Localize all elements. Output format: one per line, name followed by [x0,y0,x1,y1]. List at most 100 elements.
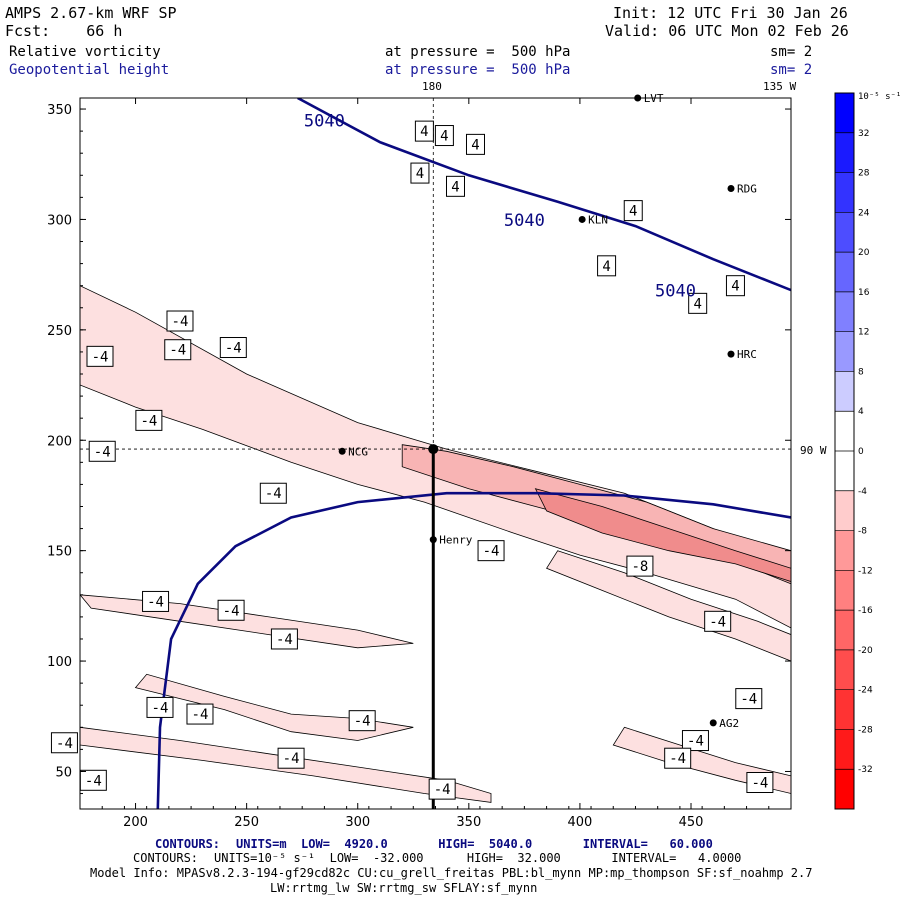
colorbar-segment-5 [835,291,854,333]
vorticity-label-text: 4 [440,129,448,145]
colorbar-segment-9 [835,451,854,492]
vorticity-label-box [348,710,376,732]
station-label-ncg: NCG [348,445,368,458]
vorticity-label-30: -4 [79,769,107,791]
vorticity-label-text: -4 [94,444,111,460]
vorticity-label-text: -4 [740,692,757,708]
x-tick-label-200: 200 [123,815,148,830]
vorticity-label-32: -4 [428,778,456,800]
colorbar-label-0: 32 [858,129,869,139]
vorticity-label-text: -8 [631,559,648,575]
init-time: Init: 12 UTC Fri 30 Jan 26 [613,4,848,22]
station-label-rdg: RDG [737,183,757,196]
vorticity-label-8: 4 [688,292,708,314]
vorticity-label-box [277,747,305,769]
vorticity-label-box [217,599,245,621]
colorbar-segment-7 [835,371,854,412]
footer-contours-vort-label: CONTOURS: [133,851,199,865]
colorbar-segment-11 [835,530,854,571]
vorticity-label-text: 4 [693,296,701,312]
vorticity-label-3: 4 [410,162,430,184]
vorticity-label-text: -4 [709,614,726,630]
vorticity-label-12: -4 [86,345,114,367]
vorticity-label-9: -4 [166,310,194,332]
vorticity-label-box [259,482,287,504]
vorticity-label-21: -4 [704,610,732,632]
vorticity-label-20: -4 [270,628,298,650]
station-label-henry: Henry [439,534,472,547]
colorbar-label-16: -32 [858,765,873,775]
vorticity-label-text: -4 [147,594,164,610]
vorticity-label-text: -4 [152,700,169,716]
height-contours [156,98,791,809]
crosshair [80,98,791,809]
x-tick-label-450: 450 [679,815,704,830]
vorticity-label-box [704,610,732,632]
y-tick-label-350: 350 [47,103,72,118]
vorticity-band-5 [134,673,414,741]
colorbar-segment-13 [835,610,854,651]
colorbar-label-7: 4 [858,407,864,417]
vorticity-label-text: -4 [751,776,768,792]
vorticity-label-box [410,162,430,184]
vorticity-label-text: -4 [265,486,282,502]
vorticity-label-text: -4 [354,714,371,730]
vorticity-label-box [88,440,116,462]
footer-contours-height-label: CONTOURS: [155,837,221,851]
colorbar-segment-14 [835,649,854,691]
vorticity-label-text: -4 [172,314,189,330]
y-tick-label-300: 300 [47,213,72,228]
vorticity-label-box [146,696,174,718]
colorbar-segment-6 [835,331,854,372]
top-lon-label-180: 180 [422,80,442,93]
vorticity-label-25: -4 [348,710,376,732]
valid-time: Valid: 06 UTC Mon 02 Feb 26 [605,22,849,40]
vorticity-label-15: -4 [259,482,287,504]
vorticity-band-2 [534,488,791,583]
vorticity-label-14: -4 [88,440,116,462]
vorticity-label-box [414,120,434,142]
field1-name: Relative vorticity [9,44,161,60]
colorbar-label-8: 0 [858,447,864,457]
vorticity-label-13: -4 [135,409,163,431]
vorticity-label-6: 4 [597,255,617,277]
colorbar-label-14: -24 [858,686,873,696]
vorticity-label-text: -4 [56,736,73,752]
vorticity-label-text: -4 [169,343,186,359]
colorbar-segment-2 [835,172,854,213]
colorbar-label-13: -20 [858,646,873,656]
vorticity-label-1: 4 [434,125,454,147]
station-dot-kln [578,215,586,223]
y-tick-label-150: 150 [47,545,72,560]
station-dot-rdg [727,185,735,193]
vorticity-label-text: -4 [283,751,300,767]
vorticity-label-31: -4 [746,772,774,794]
vorticity-label-text: 4 [451,179,459,195]
vorticity-shading [80,285,791,803]
vorticity-label-box [219,337,247,359]
vorticity-label-box [186,703,214,725]
vorticity-label-18: -4 [142,590,170,612]
vorticity-label-box [623,200,643,222]
vorticity-label-text: 4 [420,124,428,140]
top-lon-label-135w: 135 W [763,80,797,93]
vorticity-label-text: -4 [434,782,451,798]
vorticity-label-box [428,778,456,800]
colorbar-segment-15 [835,689,854,730]
colorbar-segment-12 [835,570,854,611]
vorticity-label-box [434,125,454,147]
colorbar: 32 28 24 20 16 12 8 4 0 -4 -8 -12 -16 -20 -24 -28 -32 [834,92,873,810]
vorticity-label-box [465,133,485,155]
vorticity-band-6 [546,550,791,662]
height-contour-0 [297,98,791,292]
vorticity-label-box [681,730,709,752]
vorticity-label-text: -4 [225,341,242,357]
vorticity-label-box [142,590,170,612]
station-dot-hrc [727,350,735,358]
y-tick-label-100: 100 [47,655,72,670]
model-title: AMPS 2.67-km WRF SP [5,4,177,22]
vorticity-label-29: -4 [664,747,692,769]
vorticity-label-text: 4 [602,259,610,275]
colorbar-units: 10⁻⁵ s⁻¹ [858,92,900,102]
station-dot-ag2 [709,719,717,727]
